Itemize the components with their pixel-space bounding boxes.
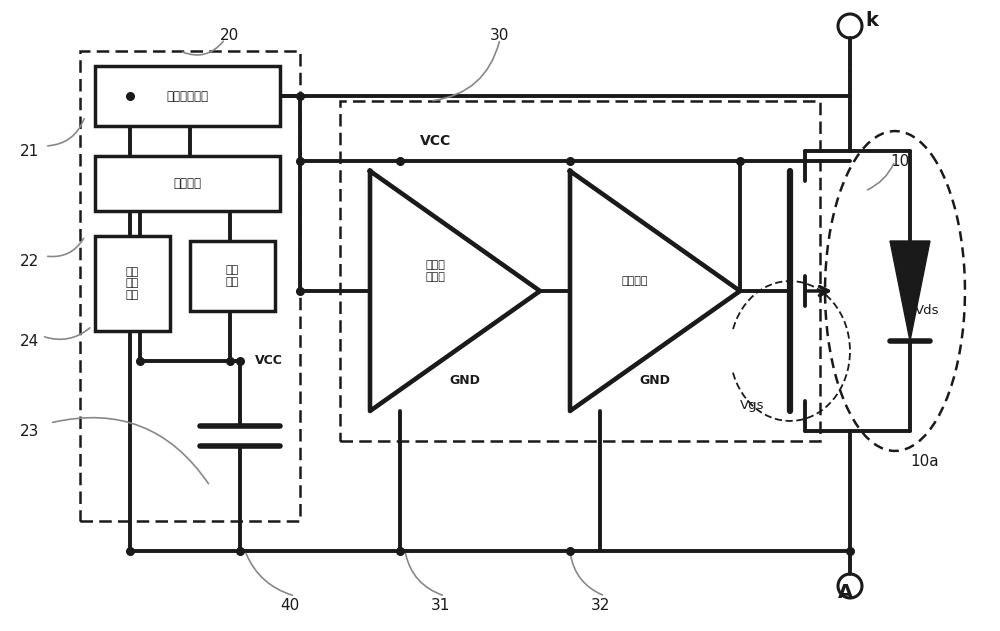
Text: 限流
电路: 限流 电路: [226, 265, 239, 287]
Text: 30: 30: [490, 28, 509, 44]
Text: A: A: [837, 584, 853, 603]
FancyBboxPatch shape: [95, 66, 280, 126]
Text: 32: 32: [590, 598, 610, 613]
Polygon shape: [890, 241, 930, 341]
Text: 21: 21: [20, 143, 39, 158]
Text: 信号检
测电路: 信号检 测电路: [425, 260, 445, 282]
FancyBboxPatch shape: [95, 156, 280, 211]
Text: GND: GND: [450, 375, 480, 387]
Text: 22: 22: [20, 254, 39, 269]
Text: VCC: VCC: [255, 355, 283, 367]
Text: VCC: VCC: [420, 134, 451, 148]
FancyBboxPatch shape: [95, 236, 170, 331]
Text: 充电
控制
电路: 充电 控制 电路: [126, 267, 139, 300]
Text: 驱动电路: 驱动电路: [622, 276, 648, 286]
Text: k: k: [865, 11, 878, 30]
Text: 10a: 10a: [910, 454, 939, 468]
Text: 20: 20: [220, 28, 239, 44]
FancyBboxPatch shape: [190, 241, 275, 311]
Text: 23: 23: [20, 423, 39, 439]
Text: 10: 10: [890, 153, 909, 168]
Text: Vgs: Vgs: [740, 399, 765, 413]
Text: 开关电路: 开关电路: [174, 177, 202, 190]
Text: 负压保护电路: 负压保护电路: [166, 90, 208, 102]
Text: 31: 31: [430, 598, 450, 613]
Text: GND: GND: [640, 375, 670, 387]
Text: Vds: Vds: [915, 305, 940, 317]
Text: 24: 24: [20, 334, 39, 348]
Polygon shape: [570, 171, 740, 411]
Polygon shape: [370, 171, 540, 411]
Text: 40: 40: [280, 598, 300, 613]
